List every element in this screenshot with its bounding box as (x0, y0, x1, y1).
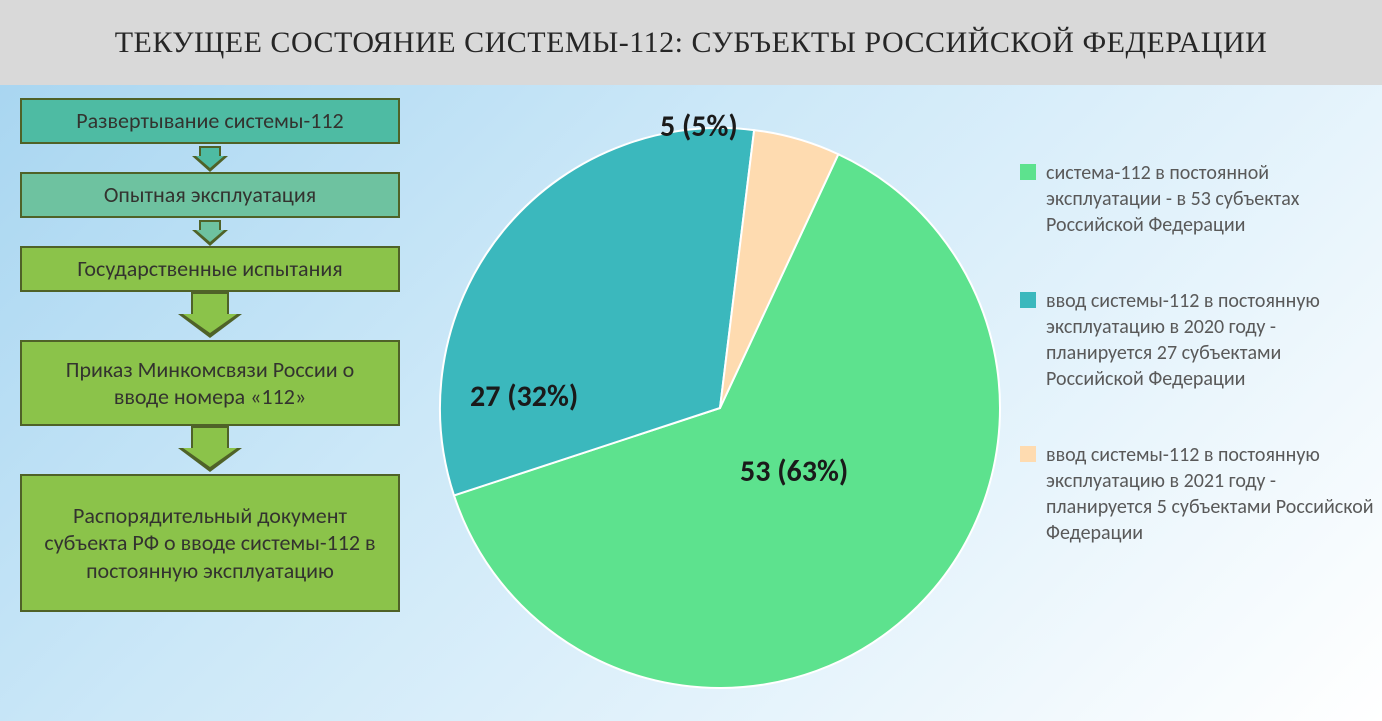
legend-item-3: ввод системы-112 в постоянную эксплуатац… (1020, 442, 1375, 546)
pie-chart: 53 (63%) 27 (32%) 5 (5%) (430, 98, 1010, 698)
legend-swatch-icon (1020, 292, 1036, 308)
legend-text-1: система-112 в постоянной эксплуатации - … (1046, 160, 1375, 238)
flow-arrow-1 (192, 144, 228, 172)
flowchart: Развертывание системы-112 Опытная эксплу… (10, 98, 410, 612)
page-root: ТЕКУЩЕЕ СОСТОЯНИЕ СИСТЕМЫ-112: СУБЪЕКТЫ … (0, 0, 1382, 721)
legend: система-112 в постоянной эксплуатации - … (1020, 160, 1375, 546)
legend-item-1: система-112 в постоянной эксплуатации - … (1020, 160, 1375, 238)
flow-step-5: Распорядительный документ субъекта РФ о … (20, 474, 400, 612)
legend-swatch-icon (1020, 164, 1036, 180)
arrow-head-icon (192, 156, 228, 172)
arrow-down-icon (178, 314, 242, 338)
arrow-stem-icon (199, 220, 221, 230)
flow-step-2: Опытная эксплуатация (20, 172, 400, 218)
flow-step-3: Государственные испытания (20, 246, 400, 292)
pie-label-53: 53 (63%) (740, 453, 848, 490)
arrow-stem-icon (191, 292, 229, 314)
arrow-stem-icon (199, 146, 221, 156)
title-band: ТЕКУЩЕЕ СОСТОЯНИЕ СИСТЕМЫ-112: СУБЪЕКТЫ … (0, 0, 1382, 85)
flow-step-1: Развертывание системы-112 (20, 98, 400, 144)
legend-swatch-icon (1020, 446, 1036, 462)
pie-label-27: 27 (32%) (470, 378, 578, 415)
arrow-down-icon (178, 448, 242, 472)
flow-arrow-3 (178, 292, 242, 340)
legend-item-2: ввод системы-112 в постоянную эксплуатац… (1020, 288, 1375, 392)
legend-text-2: ввод системы-112 в постоянную эксплуатац… (1046, 288, 1375, 392)
flow-arrow-2 (192, 218, 228, 246)
arrow-stem-icon (191, 426, 229, 448)
flow-step-4: Приказ Минкомсвязи России о вводе номера… (20, 340, 400, 426)
pie-label-5: 5 (5%) (660, 108, 738, 145)
legend-text-3: ввод системы-112 в постоянную эксплуатац… (1046, 442, 1375, 546)
page-title: ТЕКУЩЕЕ СОСТОЯНИЕ СИСТЕМЫ-112: СУБЪЕКТЫ … (115, 26, 1268, 60)
arrow-head-icon (192, 230, 228, 246)
flow-arrow-4 (178, 426, 242, 474)
